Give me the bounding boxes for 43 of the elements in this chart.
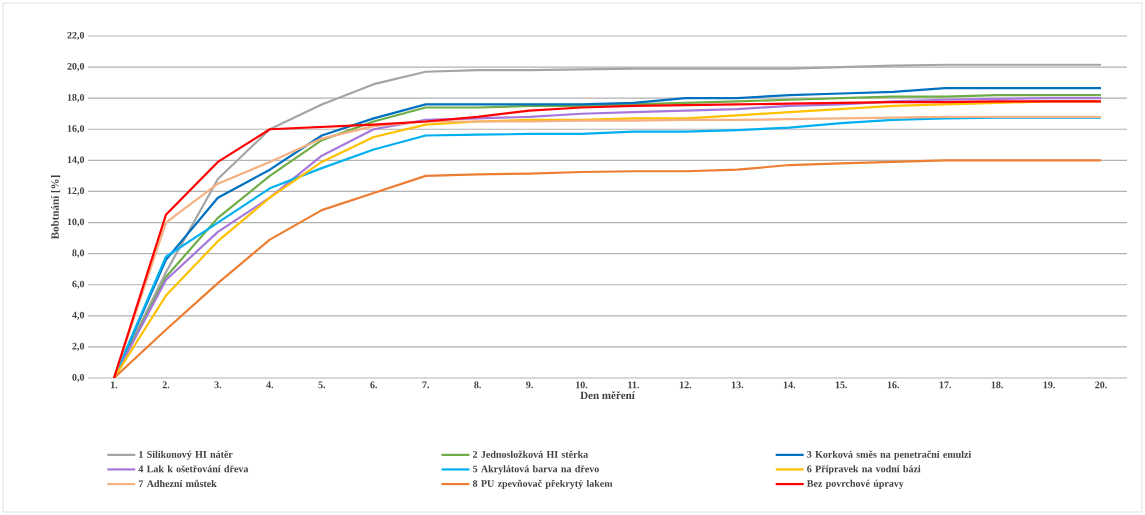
x-tick-label: 14. bbox=[783, 381, 796, 389]
x-tick-label: 15. bbox=[835, 381, 848, 389]
x-tick-label: 18. bbox=[991, 381, 1003, 389]
x-tick-label: 9. bbox=[526, 381, 533, 389]
legend-label: 2 Jednosložková HI stěrka bbox=[473, 450, 588, 458]
y-tick-label: 2,0 bbox=[72, 342, 85, 352]
y-tick-label: 4,0 bbox=[72, 311, 85, 320]
x-tick-label: 3. bbox=[214, 381, 222, 389]
y-tick-label: 10,0 bbox=[67, 218, 85, 227]
y-tick-label: 20,0 bbox=[67, 62, 85, 72]
x-tick-label: 7. bbox=[422, 381, 429, 389]
y-tick-label: 8,0 bbox=[72, 249, 85, 258]
x-tick-label: 11. bbox=[628, 381, 639, 389]
legend-label: 8 PU zpevňovač překrytý lakem bbox=[472, 479, 613, 490]
x-tick-label: 8. bbox=[474, 381, 481, 389]
y-tick-label: 12,0 bbox=[67, 187, 85, 196]
y-tick-label: 0,0 bbox=[72, 373, 85, 383]
x-tick-label: 5. bbox=[318, 381, 326, 389]
x-tick-label: 13. bbox=[731, 381, 744, 389]
legend-label: 5 Akrylátová barva na dřevo bbox=[473, 465, 599, 475]
x-tick-label: 10. bbox=[576, 381, 588, 389]
y-tick-label: 14,0 bbox=[67, 156, 85, 165]
y-tick-label: 16,0 bbox=[67, 125, 85, 134]
legend-label: 7 Adhezní můstek bbox=[138, 479, 217, 488]
x-tick-label: 17. bbox=[939, 381, 951, 389]
legend-label: 1 Silikonový HI nátěr bbox=[139, 450, 233, 460]
x-tick-label: 1. bbox=[111, 381, 118, 389]
x-tick-label: 19. bbox=[1043, 381, 1055, 389]
x-tick-label: 6. bbox=[370, 381, 378, 389]
legend-label: 3 Korková směs na penetrační emulzi bbox=[807, 450, 972, 460]
y-tick-label: 6,0 bbox=[72, 280, 85, 289]
y-tick-label: 22,0 bbox=[67, 31, 85, 41]
legend-label: Bez povrchové úpravy bbox=[806, 479, 904, 489]
x-tick-label: 16. bbox=[887, 381, 900, 389]
x-tick-label: 4. bbox=[266, 381, 274, 389]
legend-label: 4 Lak k ošetřování dřeva bbox=[138, 465, 249, 473]
y-tick-label: 18,0 bbox=[67, 94, 85, 103]
legend-label: 6 Přípravek na vodní bázi bbox=[807, 465, 921, 475]
y-axis-title: Bobtnání [%] bbox=[51, 175, 61, 240]
x-tick-label: 12. bbox=[679, 381, 692, 389]
x-tick-label: 2. bbox=[162, 381, 170, 389]
x-axis-title: Den měření bbox=[580, 391, 635, 400]
x-tick-label: 20. bbox=[1095, 381, 1107, 389]
